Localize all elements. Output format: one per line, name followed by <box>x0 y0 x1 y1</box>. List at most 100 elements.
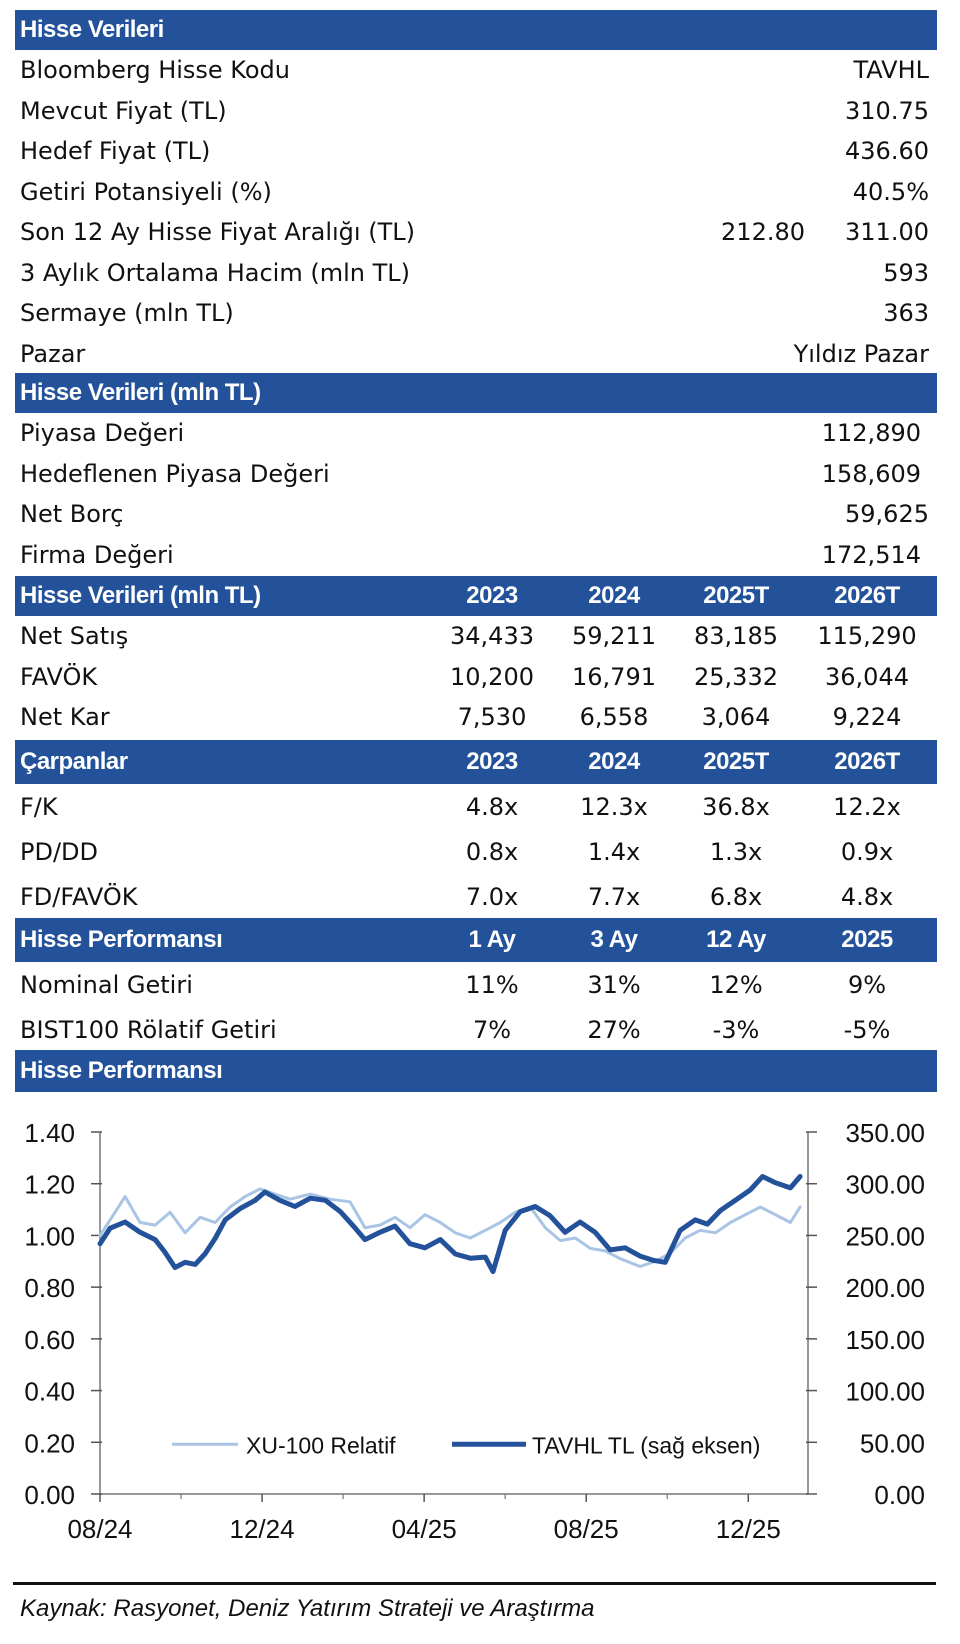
cell: 1.3x <box>709 837 763 866</box>
table-row: FAVÖK 10,200 16,791 25,332 36,044 <box>15 657 937 698</box>
cell: 36.8x <box>702 792 770 821</box>
section-title: Hisse Performansı <box>20 1057 223 1084</box>
cell: 10,200 <box>450 662 534 691</box>
cell: 59,211 <box>572 622 656 651</box>
cell: 3,064 <box>701 703 771 732</box>
column-header: 2026T <box>834 748 900 775</box>
row-label: Hedeflenen Piyasa Değeri <box>20 459 330 488</box>
table-row: Mevcut Fiyat (TL) 310.75 <box>15 91 937 132</box>
y-tick-label-left: 0.60 <box>24 1325 75 1355</box>
row-label: Getiri Potansiyeli (%) <box>20 177 272 206</box>
section-header: Hisse Verileri <box>15 10 937 50</box>
series-line-tavhl <box>97 1174 803 1275</box>
y-tick-label-right: 100.00 <box>845 1377 925 1407</box>
table-row: Firma Değeri 172,514 <box>15 535 937 576</box>
row-value-low: 212.80 <box>721 218 806 247</box>
column-header: 2026T <box>834 582 900 609</box>
source-note: Kaynak: Rasyonet, Deniz Yatırım Strateji… <box>20 1595 595 1622</box>
row-value: 593 <box>883 258 929 287</box>
x-tick-label: 08/25 <box>554 1514 619 1544</box>
row-label: Net Satış <box>20 622 129 651</box>
source-divider <box>13 1582 936 1585</box>
section-header: Çarpanlar 2023 2024 2025T 2026T <box>15 740 937 784</box>
stock-info-table: Hisse Verileri Bloomberg Hisse Kodu TAVH… <box>15 10 937 374</box>
row-label: Piyasa Değeri <box>20 419 185 448</box>
y-tick-label-left: 0.00 <box>24 1480 75 1510</box>
cell: 7% <box>472 1015 512 1044</box>
y-tick-label-right: 300.00 <box>845 1170 925 1200</box>
row-value: 363 <box>883 299 929 328</box>
table-row: Getiri Potansiyeli (%) 40.5% <box>15 172 937 213</box>
column-header: 12 Ay <box>706 926 766 953</box>
cell: 4.8x <box>465 792 519 821</box>
table-row: Hedeflenen Piyasa Değeri 158,609 <box>15 454 937 495</box>
cell: 25,332 <box>694 662 778 691</box>
column-header: 2023 <box>466 582 518 609</box>
cell: 12.3x <box>580 792 648 821</box>
chart-legend: XU-100 Relatif TAVHL TL (sağ eksen) <box>172 1432 760 1458</box>
section-title: Hisse Verileri (mln TL) <box>20 379 261 406</box>
table-row: Bloomberg Hisse Kodu TAVHL <box>15 50 937 91</box>
column-header: 1 Ay <box>468 926 516 953</box>
row-value: 310.75 <box>845 96 929 125</box>
row-value: 158,609 <box>821 459 921 488</box>
cell: 1.4x <box>587 837 641 866</box>
cell: -3% <box>712 1015 760 1044</box>
y-tick-label-right: 200.00 <box>845 1273 925 1303</box>
cell: 9% <box>847 970 887 999</box>
cell: 115,290 <box>817 622 917 651</box>
cell: 83,185 <box>694 622 778 651</box>
row-label: FD/FAVÖK <box>20 882 138 911</box>
table-row: Pazar Yıldız Pazar <box>15 334 937 375</box>
row-label: 3 Aylık Ortalama Hacim (mln TL) <box>20 258 410 287</box>
row-value: TAVHL <box>853 56 929 85</box>
table-row: Piyasa Değeri 112,890 <box>15 413 937 454</box>
column-header: 2025 <box>841 926 893 953</box>
y-tick-label-left: 1.00 <box>24 1221 75 1251</box>
row-value: 40.5% <box>852 177 929 206</box>
x-tick-label: 08/24 <box>67 1514 132 1544</box>
performance-chart: 0.00 0.20 0.40 0.60 0.80 1.00 1.20 1.40 0.00 50.0… <box>0 1100 960 1570</box>
table-row: Nominal Getiri 11% 31% 12% 9% <box>15 962 937 1007</box>
x-tick-label: 12/25 <box>716 1514 781 1544</box>
table-row: FD/FAVÖK 7.0x 7.7x 6.8x 4.8x <box>15 874 937 919</box>
section-title: Hisse Verileri (mln TL) <box>20 582 261 609</box>
cell: 6.8x <box>709 882 763 911</box>
cell: 7,530 <box>457 703 527 732</box>
row-label: FAVÖK <box>20 662 98 691</box>
cell: 6,558 <box>579 703 649 732</box>
legend-label-xu100: XU-100 Relatif <box>246 1432 396 1458</box>
row-value: 112,890 <box>821 419 921 448</box>
section-header: Hisse Performansı <box>15 1050 937 1092</box>
chart-series <box>97 1174 803 1275</box>
performance-table: Hisse Performansı 1 Ay 3 Ay 12 Ay 2025 N… <box>15 918 937 1052</box>
table-row: BIST100 Rölatif Getiri 7% 27% -3% -5% <box>15 1007 937 1052</box>
table-row: Net Borç 59,625 <box>15 494 937 535</box>
table-row: 3 Aylık Ortalama Hacim (mln TL) 593 <box>15 253 937 294</box>
y-tick-label-right: 50.00 <box>860 1428 925 1458</box>
financials-table: Hisse Verileri (mln TL) 2023 2024 2025T … <box>15 576 937 738</box>
row-label: BIST100 Rölatif Getiri <box>20 1015 277 1044</box>
row-label: Net Borç <box>20 500 124 529</box>
row-label: F/K <box>20 792 58 821</box>
section-title: Çarpanlar <box>20 748 128 775</box>
column-header: 2024 <box>588 748 640 775</box>
y-tick-label-left: 0.40 <box>24 1377 75 1407</box>
row-value: 172,514 <box>821 540 921 569</box>
y-tick-label-right: 150.00 <box>845 1325 925 1355</box>
row-label: Hedef Fiyat (TL) <box>20 137 211 166</box>
series-line-xu100 <box>98 1187 802 1268</box>
row-value: 59,625 <box>845 500 929 529</box>
cell: 7.7x <box>587 882 641 911</box>
legend-label-tavhl: TAVHL TL (sağ eksen) <box>532 1432 760 1458</box>
section-header: Hisse Performansı 1 Ay 3 Ay 12 Ay 2025 <box>15 918 937 962</box>
row-label: Pazar <box>20 339 86 368</box>
row-value: Yıldız Pazar <box>793 339 929 368</box>
row-label: Sermaye (mln TL) <box>20 299 234 328</box>
column-header: 2025T <box>703 582 769 609</box>
market-value-table: Hisse Verileri (mln TL) Piyasa Değeri 11… <box>15 373 937 575</box>
chart-svg: 0.00 0.20 0.40 0.60 0.80 1.00 1.20 1.40 0.00 50.0… <box>24 1118 925 1544</box>
row-label: PD/DD <box>20 837 98 866</box>
cell: 0.8x <box>465 837 519 866</box>
cell: 9,224 <box>832 703 902 732</box>
